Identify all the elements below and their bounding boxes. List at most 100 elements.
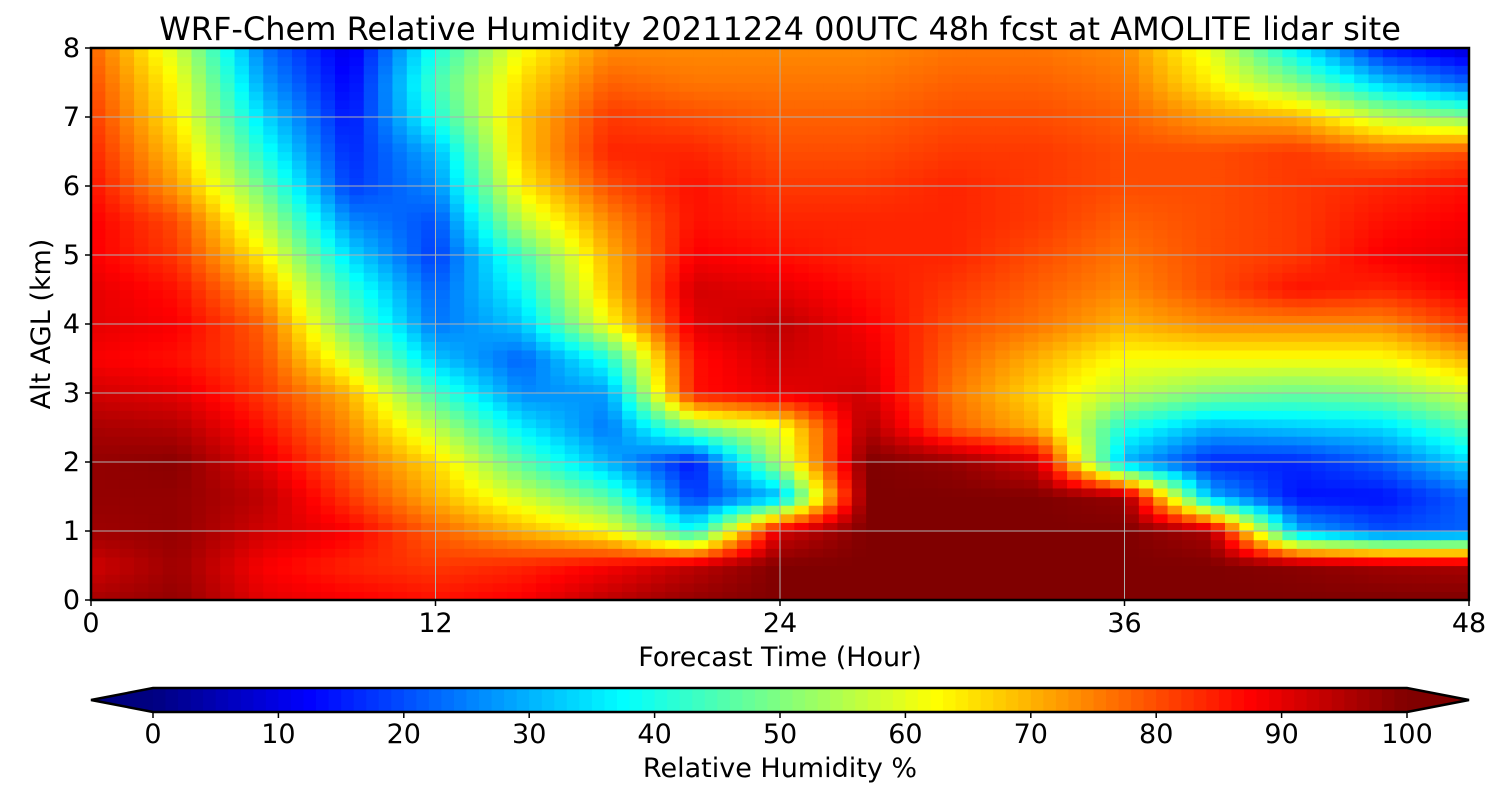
heatmap-cell [1052,436,1068,446]
heatmap-cell [392,444,408,454]
heatmap-cell [593,168,609,178]
heatmap-cell [564,556,580,567]
heatmap-cell [205,203,221,213]
heatmap-cell [234,453,250,463]
heatmap-cell [263,565,279,575]
heatmap-cell [177,479,193,489]
heatmap-cell [134,186,150,196]
heatmap-cell [478,453,494,463]
heatmap-cell [1411,531,1427,541]
heatmap-cell [1296,582,1312,592]
heatmap-cell [435,324,451,334]
heatmap-cell [952,237,968,247]
heatmap-cell [1110,375,1126,385]
heatmap-cell [105,332,121,342]
heatmap-cell [91,556,106,567]
heatmap-cell [1181,358,1197,368]
heatmap-cell [564,522,580,532]
heatmap-cell [579,548,594,558]
heatmap-cell [1311,522,1327,532]
heatmap-cell [378,203,394,213]
heatmap-cell [234,272,250,282]
heatmap-cell [937,470,953,480]
heatmap-cell [995,237,1011,247]
heatmap-cell [1052,220,1068,230]
heatmap-cell [1296,427,1312,437]
heatmap-cell [1397,565,1413,575]
heatmap-cell [866,427,882,437]
heatmap-cell [1095,229,1111,239]
heatmap-cell [1095,410,1111,420]
heatmap-cell [1009,453,1025,463]
heatmap-cell [1296,332,1312,342]
heatmap-cell [320,444,336,454]
heatmap-cell [105,444,121,454]
heatmap-cell [1210,505,1226,515]
heatmap-cell [1052,556,1068,567]
heatmap-cell [205,255,221,265]
heatmap-cell [780,548,795,558]
heatmap-cell [966,574,982,584]
heatmap-cell [1354,556,1370,567]
heatmap-cell [1425,280,1441,291]
heatmap-cell [1368,453,1384,463]
heatmap-cell [1181,375,1197,385]
heatmap-cell [191,436,207,446]
heatmap-cell [306,548,322,558]
heatmap-cell [91,591,106,601]
heatmap-cell [1224,332,1240,342]
heatmap-cell [650,306,666,316]
heatmap-cell [277,315,293,325]
heatmap-cell [808,539,824,549]
heatmap-cell [1095,349,1111,360]
heatmap-cell [306,255,322,265]
heatmap-cell [550,272,566,282]
heatmap-cell [535,479,551,489]
heatmap-cell [866,332,882,342]
heatmap-cell [1210,548,1226,558]
heatmap-cell [851,531,867,541]
heatmap-cell [320,306,336,316]
heatmap-cell [1153,418,1169,429]
heatmap-cell [966,375,982,385]
heatmap-cell [880,574,896,584]
heatmap-cell [392,539,408,549]
heatmap-cell [220,280,236,291]
heatmap-cell [492,358,508,368]
heatmap-cell [736,548,752,558]
heatmap-cell [607,367,623,377]
heatmap-cell [722,436,738,446]
heatmap-cell [1038,298,1054,308]
heatmap-cell [1282,237,1298,247]
heatmap-cell [650,246,666,256]
heatmap-cell [1454,410,1470,420]
heatmap-cell [679,453,695,463]
heatmap-cell [679,436,695,446]
heatmap-cell [1382,272,1398,282]
heatmap-cell [909,160,925,170]
heatmap-cell [851,418,867,429]
heatmap-cell [780,186,795,196]
heatmap-cell [937,358,953,368]
heatmap-cell [1325,194,1341,204]
heatmap-cell [91,505,106,515]
heatmap-cell [492,272,508,282]
heatmap-cell [191,470,207,480]
heatmap-cell [837,418,853,429]
heatmap-cell [335,453,350,463]
heatmap-cell [1354,349,1370,360]
heatmap-cell [1167,211,1183,222]
heatmap-cell [521,349,537,360]
heatmap-cell [851,427,867,437]
heatmap-cell [708,298,724,308]
heatmap-cell [1124,246,1140,256]
heatmap-cell [1167,246,1183,256]
heatmap-cell [248,168,264,178]
heatmap-cell [1196,496,1212,506]
heatmap-cell [1382,496,1398,506]
heatmap-cell [1325,453,1341,463]
heatmap-cell [1282,453,1298,463]
heatmap-cell [449,393,465,403]
heatmap-cell [449,384,465,394]
heatmap-cell [607,203,623,213]
